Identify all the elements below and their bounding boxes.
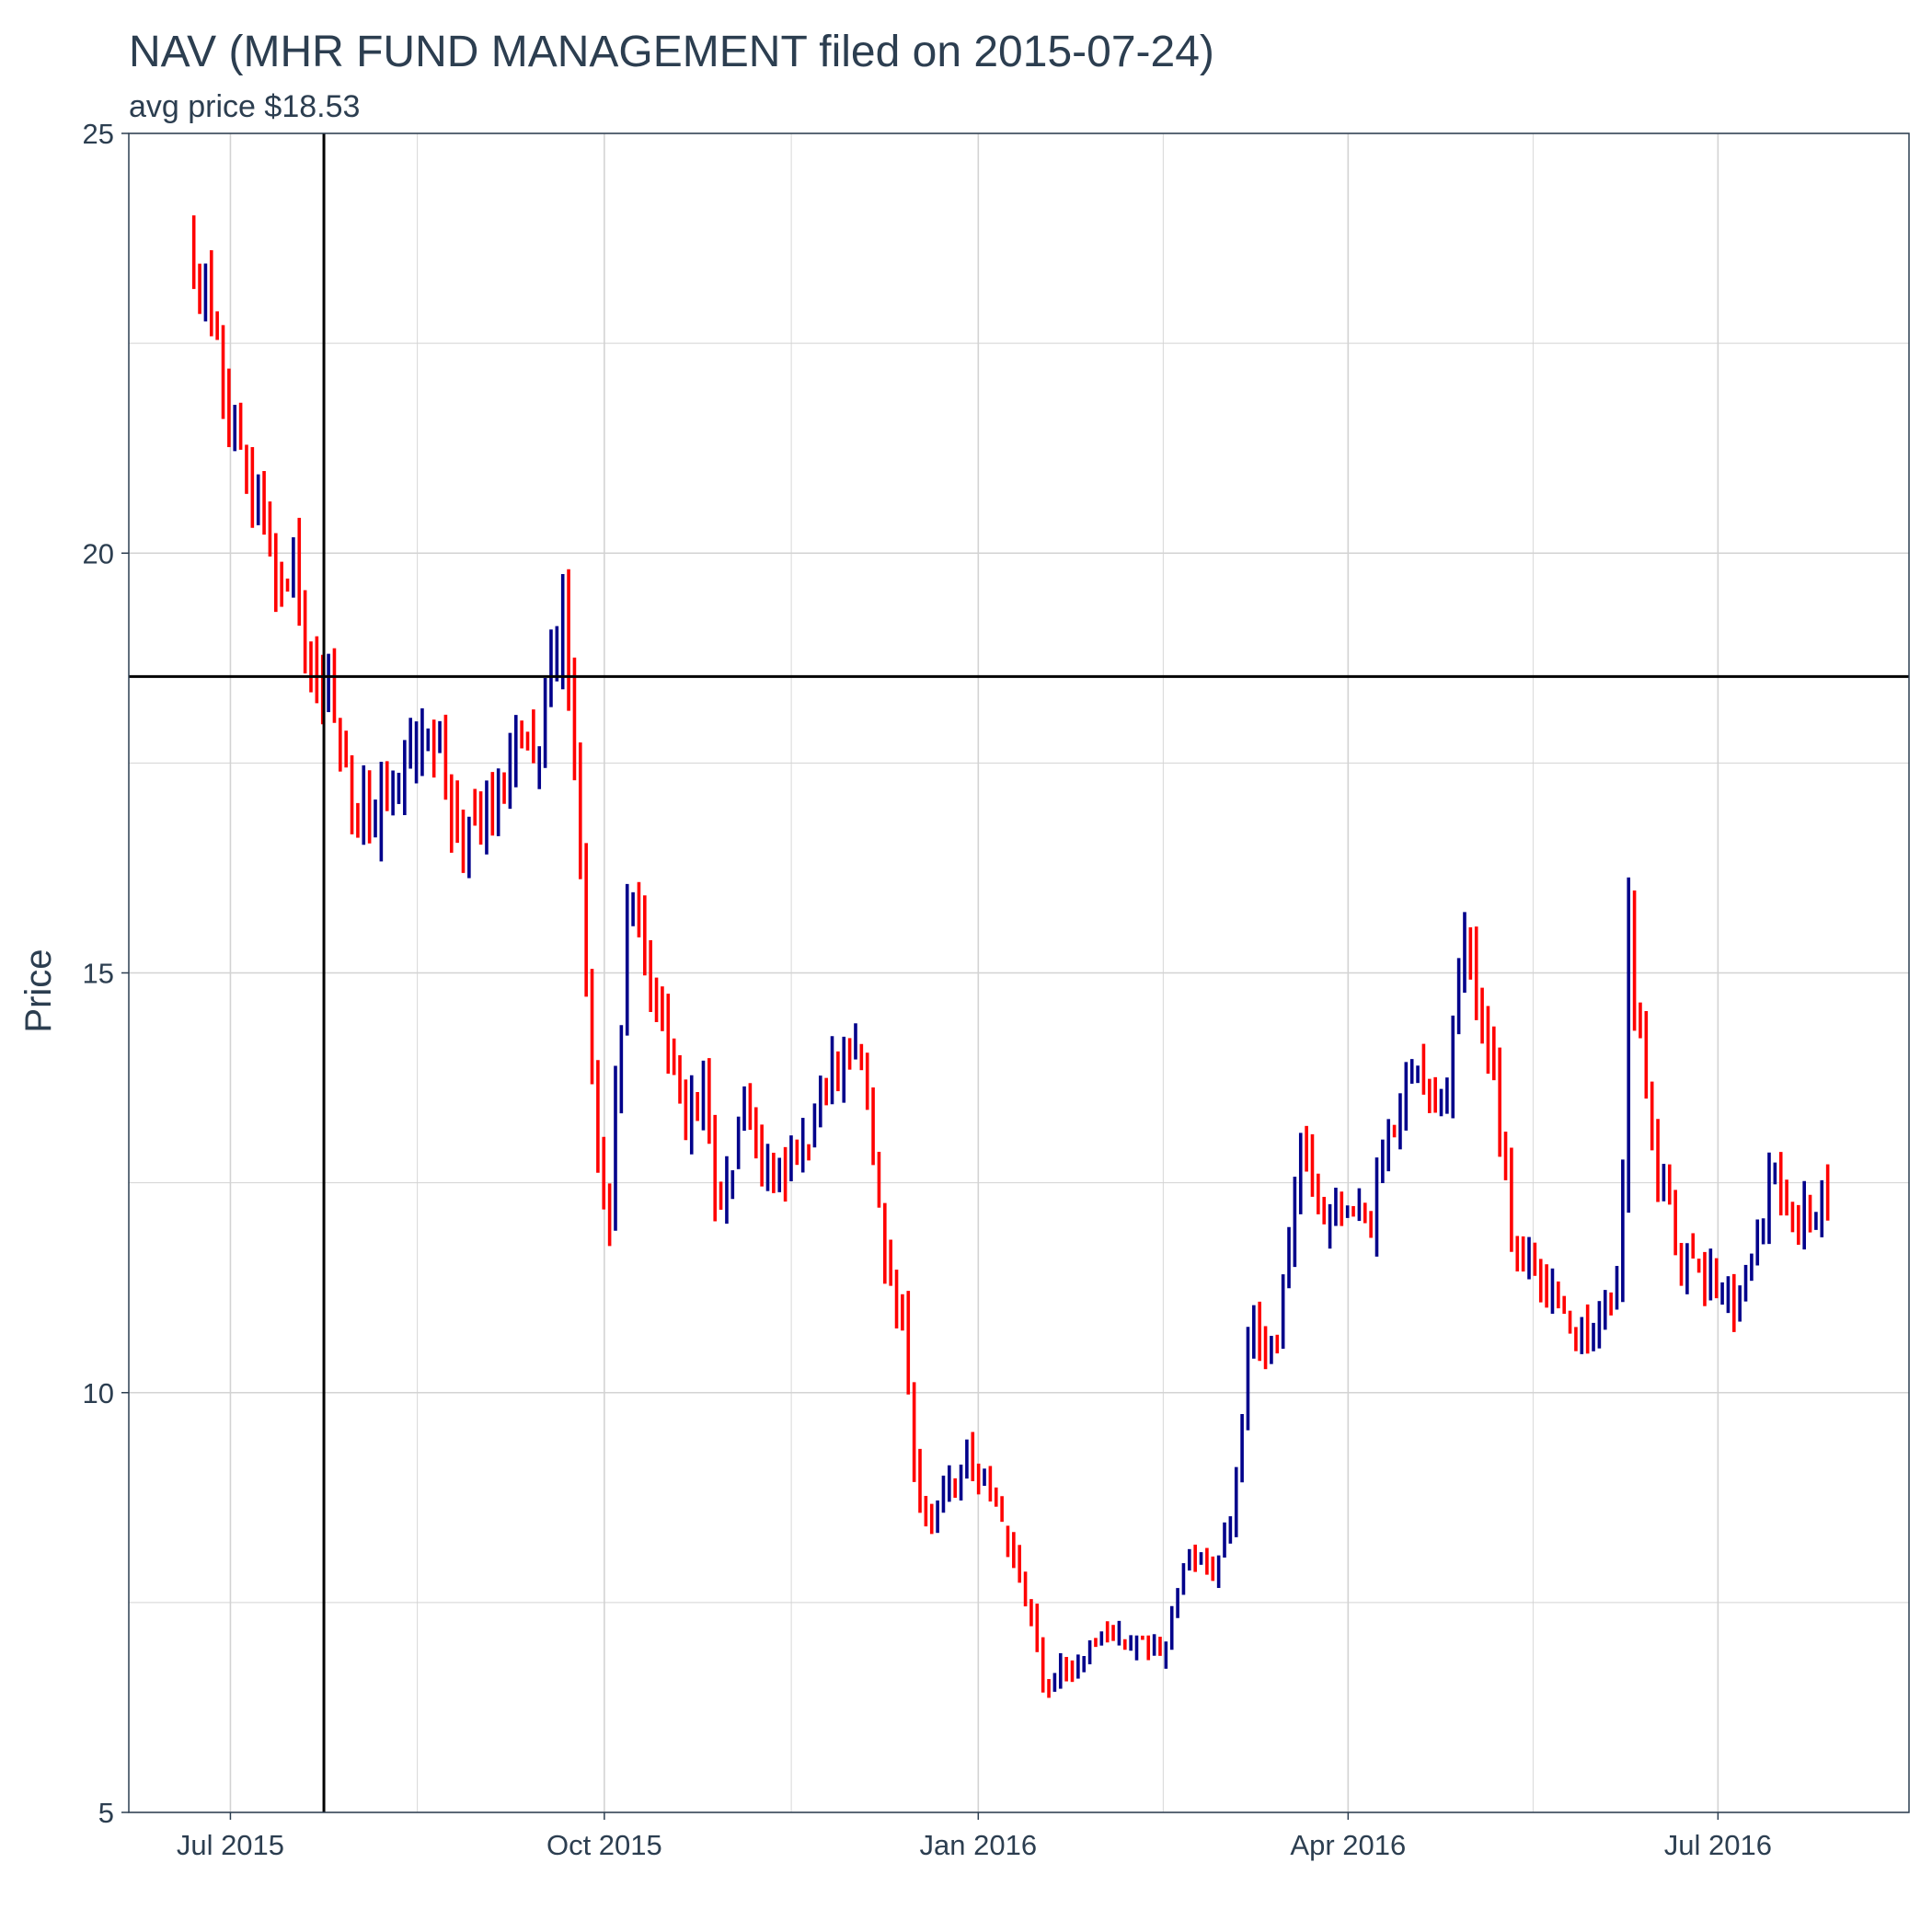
x-tick-label: Jan 2016	[920, 1829, 1038, 1861]
chart-subtitle: avg price $18.53	[129, 89, 360, 124]
price-bars	[191, 215, 1830, 1698]
y-axis-label: Price	[18, 949, 59, 1032]
axes: 5 10 15 20 25 Jul 2015 Oct 2015 Jan 2016 Apr 201…	[83, 118, 1772, 1861]
y-tick-label: 15	[83, 958, 114, 990]
x-tick-label: Jul 2015	[177, 1829, 284, 1861]
y-tick-label: 20	[83, 537, 114, 569]
grid	[129, 132, 1909, 1813]
y-tick-label: 5	[98, 1797, 114, 1829]
chart-title: NAV (MHR FUND MANAGEMENT filed on 2015-0…	[129, 28, 1214, 76]
x-tick-label: Jul 2016	[1664, 1829, 1772, 1861]
reference-lines	[129, 133, 1909, 1812]
y-tick-label: 10	[83, 1377, 114, 1409]
x-tick-label: Apr 2016	[1290, 1829, 1406, 1861]
x-tick-label: Oct 2015	[546, 1829, 662, 1861]
y-tick-label: 25	[83, 118, 114, 150]
